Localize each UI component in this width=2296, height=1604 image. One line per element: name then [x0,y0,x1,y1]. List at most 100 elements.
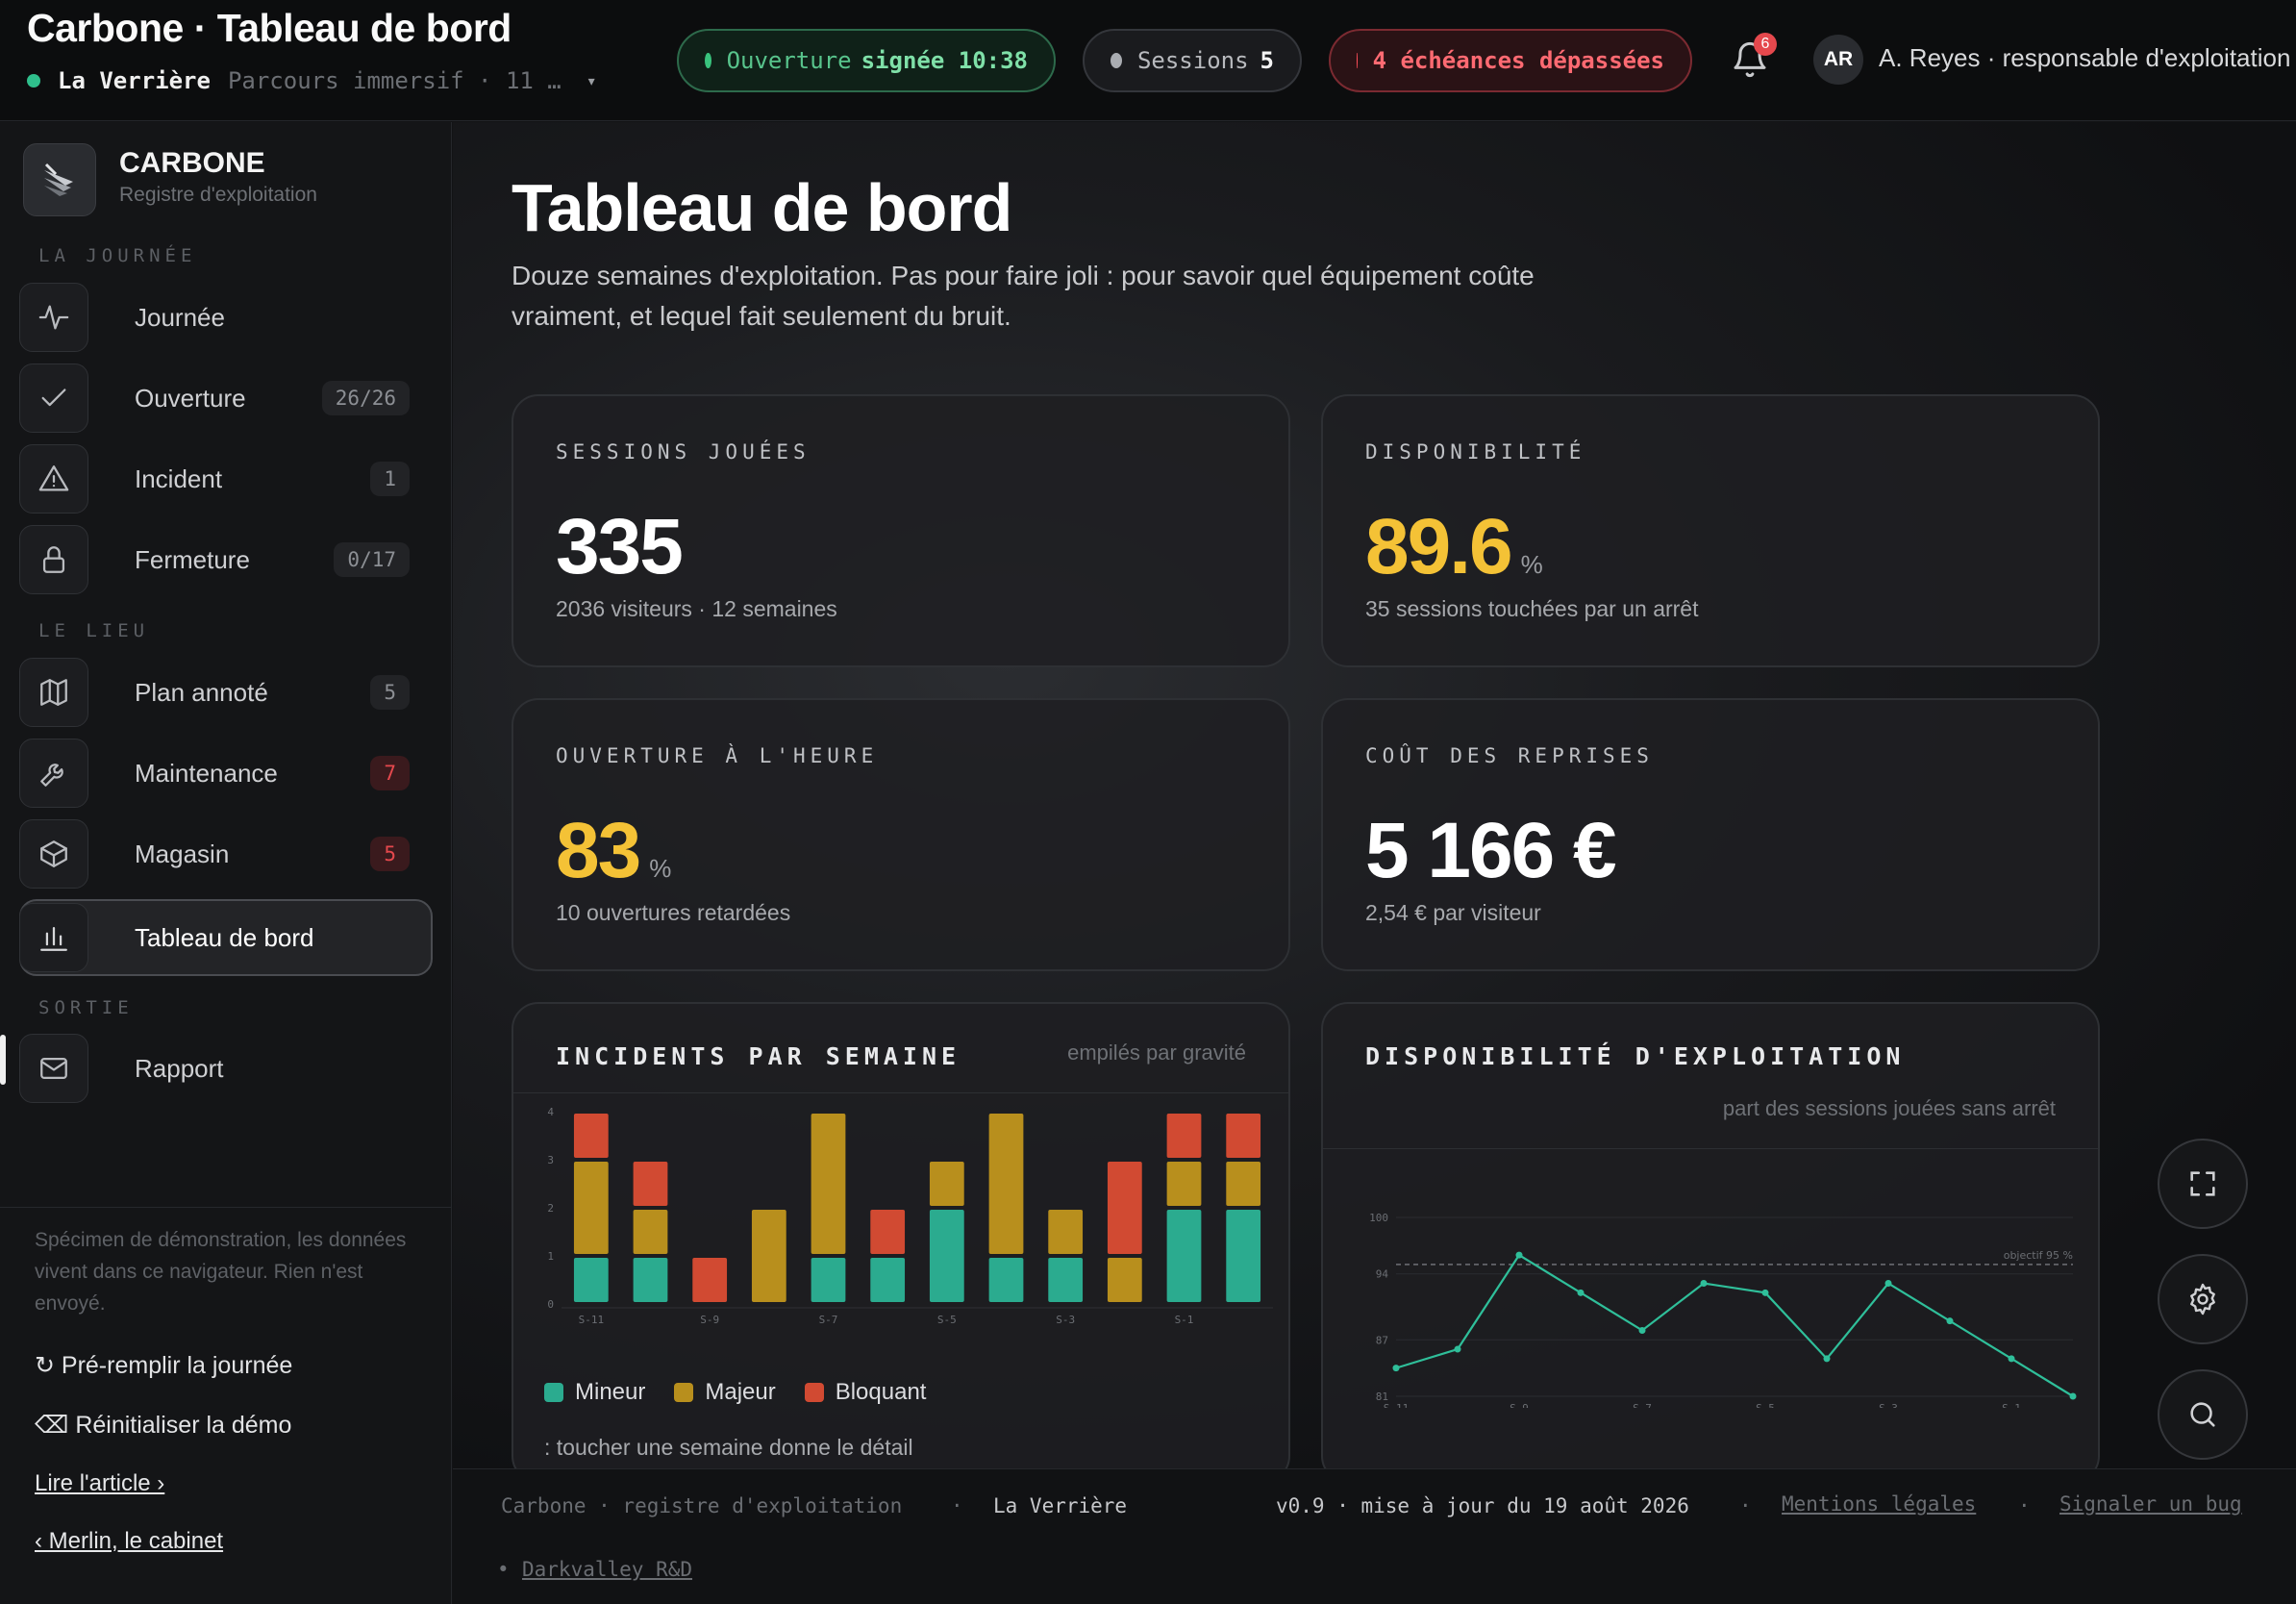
footer-separator: · [1739,1494,1752,1517]
sidebar-item-fermeture[interactable]: Fermeture 0/17 [19,523,433,596]
legal-link[interactable]: Mentions légales [1782,1492,1977,1516]
back-link[interactable]: ‹ Merlin, le cabinet [35,1528,224,1554]
availability-series-line [1395,1253,2074,1397]
x-tick-label: S-9 [1510,1402,1529,1408]
read-article-link[interactable]: Lire l'article › [35,1470,165,1496]
sessions-value: 5 [1260,47,1274,74]
bar-segment-bloquant [692,1258,728,1302]
sidebar: CARBONE Registre d'exploitation LA JOURN… [0,122,452,1604]
sidebar-item-dashboard[interactable]: Tableau de bord [19,899,433,976]
chevron-down-icon[interactable]: ▾ [586,70,597,91]
divider [513,1092,1288,1093]
sidebar-item-incident[interactable]: Incident 1 [19,442,433,515]
x-tick-label: S-1 [2002,1402,2021,1408]
kpi-label: DISPONIBILITÉ [1365,440,1586,464]
data-point [1515,1251,1523,1259]
venue-status-dot [27,74,40,88]
sidebar-item-ouverture[interactable]: Ouverture 26/26 [19,362,433,435]
bar-segment-mineur [870,1258,906,1302]
y-tick-label: 2 [547,1202,554,1215]
count-badge: 1 [370,462,410,496]
brand-name: CARBONE [119,147,265,179]
alert-count-badge: 7 [370,756,410,790]
kpi-value: 83 [556,807,641,894]
credit-link[interactable]: Darkvalley R&D [522,1558,693,1581]
legend-swatch [804,1383,824,1402]
data-point [1946,1317,1954,1325]
pulse-icon [19,283,88,352]
bar-segment-majeur [633,1210,668,1254]
legend-label: Mineur [575,1379,646,1405]
data-point [1823,1355,1831,1363]
sidebar-item-plan[interactable]: Plan annoté 5 [19,656,433,729]
bar-segment-majeur [929,1162,964,1206]
sidebar-item-label: Incident [135,464,223,493]
section-label-day: LA JOURNÉE [38,245,197,266]
data-point [1700,1280,1708,1288]
bar-segment-majeur [811,1114,846,1254]
avatar[interactable]: AR [1813,35,1863,85]
incidents-bar-chart[interactable]: 0 1 2 3 4 S-11 S-9 S-7 S-5 S-3 S-1 [523,1100,1283,1350]
x-tick-label: S-7 [819,1314,838,1326]
y-tick-label: 94 [1376,1268,1389,1281]
overdue-pill[interactable]: 4 échéances dépassées [1329,29,1692,92]
x-tick-label: S-11 [579,1314,605,1326]
sessions-pill[interactable]: Sessions 5 [1083,29,1302,92]
prefill-button[interactable]: ↻ Pré-remplir la journée [35,1351,292,1380]
bar-segment-majeur [1166,1162,1202,1206]
section-label-place: LE LIEU [38,620,150,641]
kpi-card-availability: DISPONIBILITÉ 89.6% 35 sessions touchées… [1321,394,2100,667]
sidebar-item-magasin[interactable]: Magasin 5 [19,817,433,890]
sidebar-item-rapport[interactable]: Rapport [19,1032,433,1105]
x-tick-label: S-11 [1384,1402,1410,1408]
y-tick-label: 4 [547,1106,554,1118]
sidebar-item-journee[interactable]: Journée [19,281,433,354]
reset-label: Réinitialiser la démo [75,1412,292,1439]
data-point [1454,1345,1461,1353]
footer: Carbone · registre d'exploitation · La V… [453,1468,2296,1604]
user-name[interactable]: A. Reyes · responsable d'exploitation [1879,43,2291,72]
count-badge: 0/17 [334,542,410,577]
page-title: Tableau de bord [512,170,1012,245]
bar-segment-majeur [1226,1162,1261,1206]
y-tick-label: 1 [547,1250,554,1263]
bar-segment-mineur [988,1258,1024,1302]
chart-title: INCIDENTS PAR SEMAINE [556,1042,961,1070]
search-icon [2190,1402,2215,1427]
x-tick-label: S-9 [700,1314,719,1326]
kpi-label: OUVERTURE À L'HEURE [556,744,879,767]
chart-title: DISPONIBILITÉ D'EXPLOITATION [1365,1042,1906,1070]
bar-segment-mineur [1048,1258,1084,1302]
divider [0,1207,452,1208]
data-point [2008,1355,2015,1363]
alert-count-badge: 5 [370,837,410,871]
active-indicator [0,1035,6,1085]
notification-badge: 6 [1754,33,1777,56]
opening-status-pill[interactable]: Ouverture signée 10:38 [677,29,1056,92]
bar-segment-mineur [1166,1210,1202,1302]
availability-line-chart[interactable]: 81 87 94 100 objectif 95 % S-11 S-9 S-7 S-5 S-3 S-… [1333,1158,2092,1408]
legend-swatch [674,1383,694,1402]
kpi-value: 5 166 € [1365,807,1617,894]
data-point [1638,1326,1646,1334]
data-point [1392,1365,1400,1372]
x-tick-label: S-5 [937,1314,957,1326]
bar-segment-bloquant [870,1210,906,1254]
settings-button[interactable] [2158,1254,2248,1344]
venue-selector[interactable]: La Verrière Parcours immersif · 11 … ▾ [27,67,597,94]
bar-chart-icon [19,903,88,972]
alert-dot [1357,53,1358,68]
gear-icon [2190,1283,2215,1316]
kpi-subtext: 10 ouvertures retardées [556,900,791,925]
x-tick-label: S-3 [1056,1314,1075,1326]
bell-icon[interactable] [1731,40,1769,79]
venue-name: La Verrière [58,67,211,94]
search-button[interactable] [2158,1369,2248,1460]
sidebar-item-label: Maintenance [135,758,278,788]
report-bug-link[interactable]: Signaler un bug [2059,1492,2242,1516]
sidebar-item-maintenance[interactable]: Maintenance 7 [19,737,433,810]
fullscreen-button[interactable] [2158,1139,2248,1229]
bar-segment-bloquant [633,1162,668,1206]
reset-button[interactable]: ⌫ Réinitialiser la démo [35,1411,291,1440]
prefill-label: Pré-remplir la journée [61,1352,293,1379]
